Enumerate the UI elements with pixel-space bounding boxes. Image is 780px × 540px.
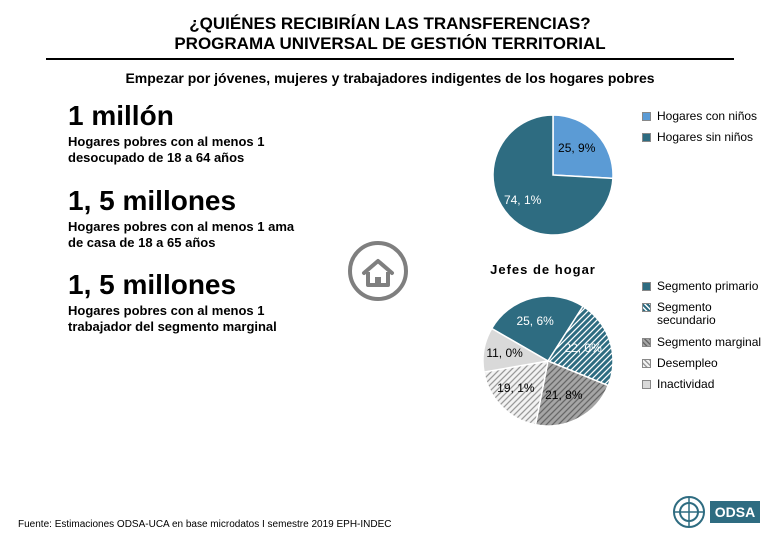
pie-chart-1: 25, 9% 74, 1% xyxy=(478,100,628,250)
title-rule xyxy=(46,58,734,60)
legend-label: Segmento secundario xyxy=(657,301,762,327)
pie-slice-label: 11, 0% xyxy=(486,346,522,360)
pie-slice-label: 21, 8% xyxy=(545,388,582,402)
legend-item: Segmento primario xyxy=(642,280,762,293)
pie-slice-label: 25, 6% xyxy=(516,314,553,328)
pie-slice-label: 74, 1% xyxy=(504,193,541,207)
legend-item: Hogares con niños xyxy=(642,110,762,123)
page-title-1: ¿QUIÉNES RECIBIRÍAN LAS TRANSFERENCIAS? xyxy=(18,14,762,34)
stat-desc-1: Hogares pobres con al menos 1 desocupado… xyxy=(68,134,308,167)
legend-item: Segmento secundario xyxy=(642,301,762,327)
legend-label: Desempleo xyxy=(657,357,718,370)
stat-block-2: 1, 5 millones Hogares pobres con al meno… xyxy=(68,185,328,252)
legend-label: Inactividad xyxy=(657,378,714,391)
legend-swatch xyxy=(642,282,651,291)
legend-swatch xyxy=(642,303,651,312)
legend-swatch xyxy=(642,359,651,368)
legend-label: Hogares sin niños xyxy=(657,131,753,144)
legend-1: Hogares con niños Hogares sin niños xyxy=(642,110,762,152)
stat-desc-3: Hogares pobres con al menos 1 trabajador… xyxy=(68,303,308,336)
left-column: 1 millón Hogares pobres con al menos 1 d… xyxy=(18,100,328,441)
pie-chart-2: 25, 6% 22, 0% 21, 8% 19, 1% 11, 0% xyxy=(468,281,628,441)
legend-swatch xyxy=(642,380,651,389)
pie-slice-label: 22, 0% xyxy=(564,341,601,355)
footnote: Fuente: Estimaciones ODSA-UCA en base mi… xyxy=(18,519,391,530)
stat-block-3: 1, 5 millones Hogares pobres con al meno… xyxy=(68,269,328,336)
stat-value-1: 1 millón xyxy=(68,100,328,132)
stat-value-3: 1, 5 millones xyxy=(68,269,328,301)
legend-label: Hogares con niños xyxy=(657,110,757,123)
odsa-logo: ODSA xyxy=(672,495,762,534)
house-icon xyxy=(346,239,410,303)
pie-slice-label: 19, 1% xyxy=(497,381,534,395)
stat-value-2: 1, 5 millones xyxy=(68,185,328,217)
pie-slice-label: 25, 9% xyxy=(558,141,595,155)
legend-item: Inactividad xyxy=(642,378,762,391)
legend-swatch xyxy=(642,112,651,121)
legend-item: Hogares sin niños xyxy=(642,131,762,144)
legend-label: Segmento marginal xyxy=(657,336,761,349)
legend-item: Desempleo xyxy=(642,357,762,370)
svg-text:ODSA: ODSA xyxy=(715,504,755,520)
subtitle: Empezar por jóvenes, mujeres y trabajado… xyxy=(18,70,762,86)
legend-swatch xyxy=(642,338,651,347)
legend-swatch xyxy=(642,133,651,142)
legend-label: Segmento primario xyxy=(657,280,758,293)
stat-desc-2: Hogares pobres con al menos 1 ama de cas… xyxy=(68,219,308,252)
stat-block-1: 1 millón Hogares pobres con al menos 1 d… xyxy=(68,100,328,167)
page-title-2: PROGRAMA UNIVERSAL DE GESTIÓN TERRITORIA… xyxy=(18,34,762,54)
legend-2: Segmento primario Segmento secundario Segm… xyxy=(642,280,762,399)
legend-item: Segmento marginal xyxy=(642,336,762,349)
chart2-title: Jefes de hogar xyxy=(458,262,628,277)
